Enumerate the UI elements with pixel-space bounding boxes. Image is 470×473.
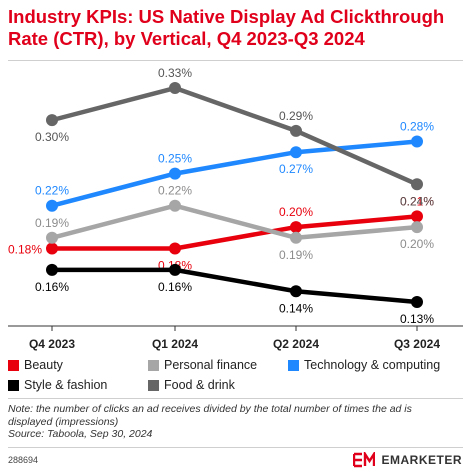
data-label-technology-computing: 0.22% <box>35 184 69 198</box>
data-label-style-fashion: 0.14% <box>279 301 313 315</box>
legend-label-beauty: Beauty <box>24 358 63 372</box>
data-label-personal-finance: 0.19% <box>35 216 69 230</box>
data-point-technology-computing <box>169 167 181 180</box>
legend-label-food-drink: Food & drink <box>164 378 235 392</box>
x-tick-label: Q2 2024 <box>273 337 319 351</box>
legend-item-personal-finance: Personal finance <box>148 357 257 373</box>
data-point-food-drink <box>411 178 423 191</box>
data-point-food-drink <box>290 124 302 137</box>
x-tick-label: Q4 2023 <box>29 337 75 351</box>
legend-swatch-style-fashion <box>8 379 19 391</box>
data-label-food-drink: 0.33% <box>158 66 192 80</box>
legend-item-style-fashion: Style & fashion <box>8 377 107 393</box>
data-point-technology-computing <box>411 135 423 148</box>
data-label-style-fashion: 0.16% <box>158 280 192 294</box>
data-label-food-drink: 0.24% <box>400 194 434 208</box>
footer-divider <box>8 447 463 448</box>
legend-swatch-beauty <box>8 359 19 371</box>
data-label-food-drink: 0.30% <box>35 130 69 144</box>
data-label-personal-finance: 0.20% <box>400 237 434 251</box>
chart-id: 288694 <box>8 455 39 465</box>
chart-title: Industry KPIs: US Native Display Ad Clic… <box>8 6 445 49</box>
legend: Beauty Personal finance Technology & com… <box>8 355 470 397</box>
legend-swatch-technology-computing <box>288 359 299 371</box>
data-point-personal-finance <box>411 221 423 234</box>
brand-name: EMARKETER <box>381 453 462 467</box>
data-point-technology-computing <box>46 199 58 212</box>
data-point-food-drink <box>46 114 58 127</box>
note-divider <box>8 398 463 399</box>
emarketer-logo-icon <box>353 452 376 468</box>
note-line-source: Source: Taboola, Sep 30, 2024 <box>8 428 153 440</box>
data-point-personal-finance <box>169 199 181 212</box>
note-line-definition-cont: displayed (impressions) <box>8 415 119 428</box>
data-label-technology-computing: 0.25% <box>158 152 192 166</box>
data-label-personal-finance: 0.22% <box>158 184 192 198</box>
brand: EMARKETER <box>353 452 462 468</box>
legend-item-beauty: Beauty <box>8 357 63 373</box>
data-point-style-fashion <box>411 295 423 308</box>
data-label-technology-computing: 0.28% <box>400 120 434 134</box>
legend-item-technology-computing: Technology & computing <box>288 357 440 373</box>
data-point-personal-finance <box>290 231 302 244</box>
title-divider <box>8 60 463 61</box>
legend-swatch-food-drink <box>148 379 159 391</box>
series-line-food-drink <box>49 85 420 187</box>
data-label-style-fashion: 0.13% <box>400 312 434 326</box>
legend-label-style-fashion: Style & fashion <box>24 378 108 392</box>
legend-item-food-drink: Food & drink <box>148 377 235 393</box>
data-point-beauty <box>290 221 302 234</box>
data-point-beauty <box>411 210 423 223</box>
legend-label-personal-finance: Personal finance <box>164 358 258 372</box>
data-point-style-fashion <box>290 285 302 298</box>
data-point-food-drink <box>169 82 181 95</box>
series-line-beauty <box>49 214 420 251</box>
x-tick-label: Q1 2024 <box>152 337 198 351</box>
x-tick-label: Q3 2024 <box>394 337 440 351</box>
data-point-technology-computing <box>290 146 302 159</box>
legend-swatch-personal-finance <box>148 359 159 371</box>
data-label-personal-finance: 0.19% <box>279 248 313 262</box>
data-label-style-fashion: 0.16% <box>35 280 69 294</box>
note-line-definition: Note: the number of clicks an ad receive… <box>8 403 412 415</box>
chart-note: Note: the number of clicks an ad receive… <box>8 403 463 441</box>
series-line-style-fashion <box>49 267 420 305</box>
data-label-beauty: 0.21% <box>400 194 434 208</box>
data-point-style-fashion <box>169 263 181 276</box>
legend-label-technology-computing: Technology & computing <box>304 358 441 372</box>
data-point-beauty <box>46 242 58 255</box>
data-label-beauty: 0.18% <box>8 242 42 256</box>
data-point-style-fashion <box>46 263 58 276</box>
data-label-food-drink: 0.29% <box>279 109 313 123</box>
series-line-personal-finance <box>49 203 420 241</box>
data-point-beauty <box>169 242 181 255</box>
data-point-personal-finance <box>46 231 58 244</box>
data-label-technology-computing: 0.27% <box>279 162 313 176</box>
data-label-beauty: 0.20% <box>279 205 313 219</box>
series-line-technology-computing <box>49 139 420 208</box>
